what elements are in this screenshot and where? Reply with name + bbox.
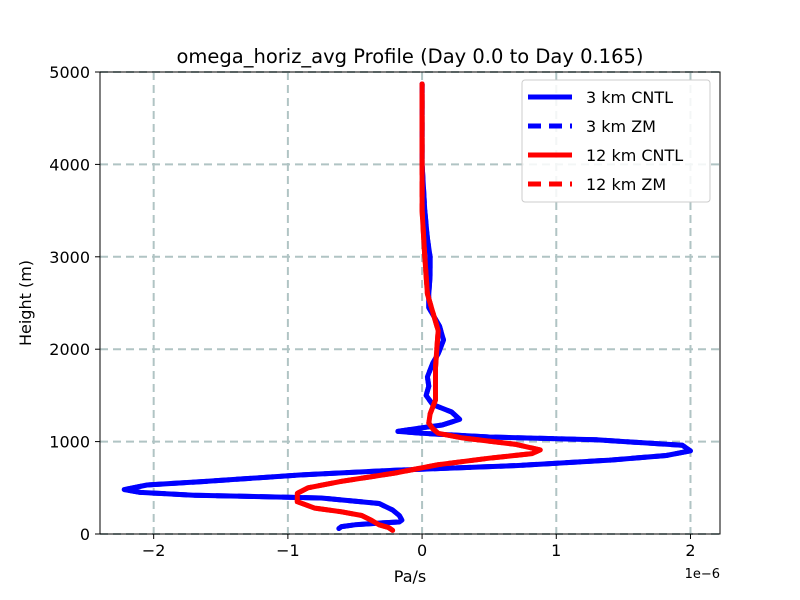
y-tick-label: 0	[80, 525, 90, 544]
ticks: −2 −1 0 1 2 0 1000 2000 3000 4000 5000	[49, 63, 695, 560]
y-tick-label: 3000	[49, 248, 90, 267]
grid	[100, 71, 720, 535]
series-layer	[121, 81, 693, 533]
x-tick-label: 0	[417, 541, 427, 560]
plot-frame	[99, 71, 721, 535]
legend-label-12km-zm: 12 km ZM	[586, 175, 666, 194]
x-tick-label: 1	[551, 541, 561, 560]
x-tick-label: −2	[142, 541, 166, 560]
y-tick-label: 4000	[49, 155, 90, 174]
x-tick-label: −1	[276, 541, 300, 560]
y-axis-label: Height (m)	[16, 260, 35, 346]
y-tick-label: 1000	[49, 433, 90, 452]
legend-label-12km-cntl: 12 km CNTL	[586, 146, 683, 165]
series-12km-zm-line	[294, 81, 543, 533]
legend-label-3km-zm: 3 km ZM	[586, 117, 656, 136]
y-tick-label: 2000	[49, 340, 90, 359]
legend: 3 km CNTL 3 km ZM 12 km CNTL 12 km ZM	[521, 79, 711, 203]
chart-title: omega_horiz_avg Profile (Day 0.0 to Day …	[176, 45, 643, 68]
legend-box	[521, 79, 711, 203]
y-tick-label: 5000	[49, 63, 90, 82]
x-offset-label: 1e−6	[685, 567, 720, 582]
legend-label-3km-cntl: 3 km CNTL	[586, 88, 673, 107]
x-tick-label: 2	[685, 541, 695, 560]
x-axis-label: Pa/s	[394, 567, 426, 586]
